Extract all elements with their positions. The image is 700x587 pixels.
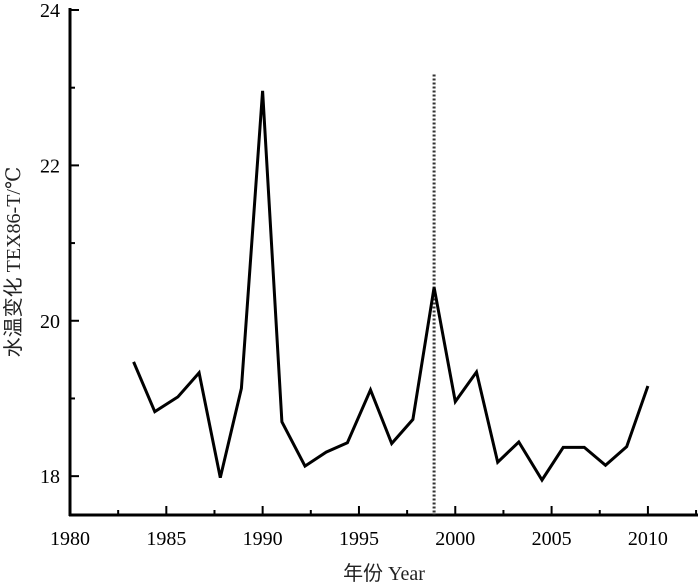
y-axis-title: 水温变化 TEX86-T/℃ bbox=[2, 167, 25, 358]
y-tick-label: 22 bbox=[40, 155, 60, 177]
series-line bbox=[132, 90, 650, 483]
x-tick-label: 1990 bbox=[243, 528, 283, 550]
x-tick-label: 2005 bbox=[532, 528, 572, 550]
y-tick-label: 18 bbox=[40, 466, 60, 488]
x-axis-title: 年份 Year bbox=[343, 562, 425, 585]
x-tick-label: 1995 bbox=[339, 528, 379, 550]
y-tick-label: 20 bbox=[40, 311, 60, 333]
x-tick-label: 1980 bbox=[50, 528, 90, 550]
x-tick-label: 2010 bbox=[628, 528, 668, 550]
y-tick-label: 24 bbox=[40, 0, 60, 22]
x-tick-label: 2000 bbox=[435, 528, 475, 550]
x-tick-label: 1985 bbox=[146, 528, 186, 550]
axes bbox=[68, 8, 698, 517]
marks bbox=[132, 74, 650, 515]
ticks: 1980 1985 1990 1995 2000 2005 2010 18 20 22 24 bbox=[40, 0, 698, 550]
